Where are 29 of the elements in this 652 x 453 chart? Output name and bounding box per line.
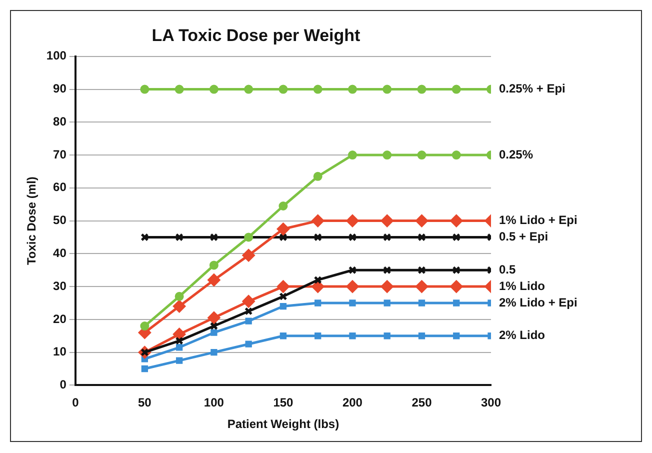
y-tick-label: 30: [53, 278, 67, 293]
y-tick-label: 70: [53, 147, 67, 162]
chart-title: LA Toxic Dose per Weight: [152, 26, 361, 45]
y-axis-title: Toxic Dose (ml): [24, 176, 39, 266]
x-tick-label: 150: [273, 396, 294, 410]
series-label: 1% Lido: [499, 278, 546, 293]
series-label: 1% Lido + Epi: [499, 213, 578, 228]
y-tick-label: 80: [53, 114, 67, 128]
y-tick-label: 10: [53, 344, 67, 359]
y-tick-label: 20: [53, 312, 67, 326]
x-tick-label: 0: [72, 396, 80, 410]
x-tick-label: 200: [342, 396, 363, 410]
y-tick-label: 60: [53, 180, 67, 194]
x-tick-label: 300: [480, 396, 502, 410]
x-axis-title: Patient Weight (lbs): [227, 417, 340, 432]
series-label: 0.5: [499, 262, 516, 276]
series-label: 0.5 + Epi: [499, 230, 548, 244]
y-tick-label: 100: [46, 48, 67, 63]
series-label: 2% Lido: [499, 328, 546, 342]
series-label: 0.25% + Epi: [499, 82, 566, 96]
y-tick-label: 90: [53, 82, 67, 96]
y-tick-label: 50: [53, 213, 67, 228]
y-tick-label: 0: [60, 378, 67, 392]
y-tick-label: 40: [53, 246, 67, 260]
x-tick-label: 250: [412, 396, 432, 410]
x-tick-label: 100: [204, 396, 224, 410]
x-tick-label: 50: [138, 396, 152, 410]
series-label: 2% Lido + Epi: [499, 295, 578, 310]
series-label: 0.25%: [499, 147, 534, 162]
